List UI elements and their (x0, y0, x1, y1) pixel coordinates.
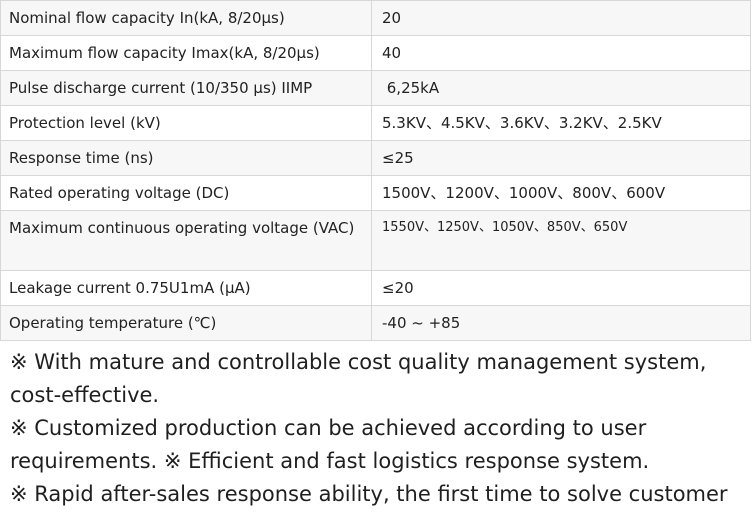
table-row: Nominal flow capacity In(kA, 8/20μs) 20 (0, 0, 751, 36)
spec-value: 6,25kA (371, 70, 751, 106)
table-row: Rated operating voltage (DC) 1500V、1200V… (0, 175, 751, 211)
feature-notes: ※ With mature and controllable cost qual… (0, 341, 753, 511)
note-customized-production: ※ Customized production can be achieved … (10, 416, 650, 473)
table-row: Maximum continuous operating voltage (VA… (0, 210, 751, 271)
note-after-sales: ※ Rapid after-sales response ability, th… (10, 482, 728, 506)
table-row: Protection level (kV) 5.3KV、4.5KV、3.6KV、… (0, 105, 751, 141)
spec-value: 1500V、1200V、1000V、800V、600V (371, 175, 751, 211)
spec-value: ≤20 (371, 270, 751, 306)
table-row: Leakage current 0.75U1mA (μA) ≤20 (0, 270, 751, 306)
spec-label: Maximum continuous operating voltage (VA… (0, 210, 372, 271)
table-row: Maximum flow capacity Imax(kA, 8/20μs) 4… (0, 35, 751, 71)
spec-value: 5.3KV、4.5KV、3.6KV、3.2KV、2.5KV (371, 105, 751, 141)
spec-label: Operating temperature (℃) (0, 305, 372, 341)
table-row: Response time (ns) ≤25 (0, 140, 751, 176)
spec-value: 40 (371, 35, 751, 71)
table-row: Pulse discharge current (10/350 μs) IIMP… (0, 70, 751, 106)
spec-label: Leakage current 0.75U1mA (μA) (0, 270, 372, 306)
spec-label: Response time (ns) (0, 140, 372, 176)
spec-label: Nominal flow capacity In(kA, 8/20μs) (0, 0, 372, 36)
table-row: Operating temperature (℃) -40 ~ +85 (0, 305, 751, 341)
spec-value: 20 (371, 0, 751, 36)
spec-label: Maximum flow capacity Imax(kA, 8/20μs) (0, 35, 372, 71)
spec-value: 1550V、1250V、1050V、850V、650V (371, 210, 751, 271)
spec-label: Protection level (kV) (0, 105, 372, 141)
spec-value: -40 ~ +85 (371, 305, 751, 341)
spec-label: Pulse discharge current (10/350 μs) IIMP (0, 70, 372, 106)
spec-label: Rated operating voltage (DC) (0, 175, 372, 211)
spec-table: Nominal flow capacity In(kA, 8/20μs) 20 … (0, 0, 751, 341)
spec-value: ≤25 (371, 140, 751, 176)
note-cost-quality: ※ With mature and controllable cost qual… (10, 350, 707, 407)
